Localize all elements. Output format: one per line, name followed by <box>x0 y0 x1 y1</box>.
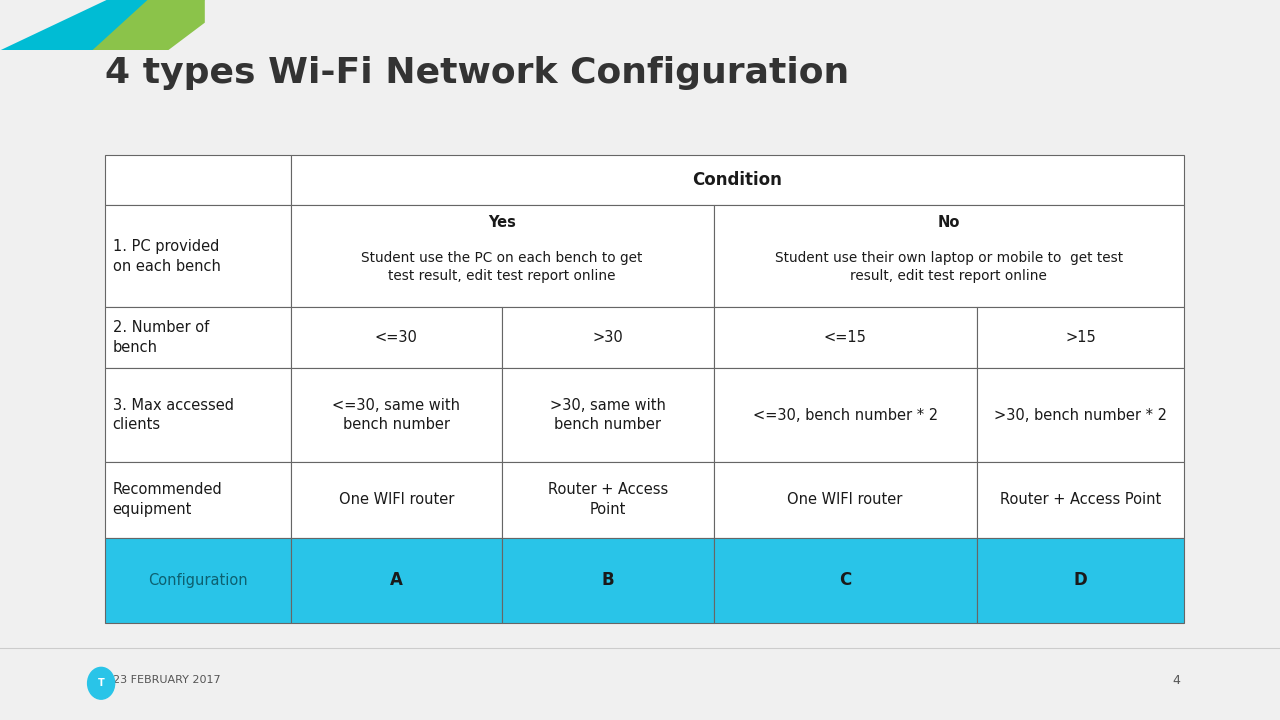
Bar <box>977 538 1184 623</box>
Text: Router + Access Point: Router + Access Point <box>1000 492 1161 507</box>
Text: Student use the PC on each bench to get
test result, edit test report online: Student use the PC on each bench to get … <box>361 251 643 284</box>
Text: >30, same with
bench number: >30, same with bench number <box>550 397 666 433</box>
Text: T: T <box>97 678 105 688</box>
Bar <box>105 205 291 307</box>
Bar <box>291 307 502 368</box>
Text: >15: >15 <box>1065 330 1096 346</box>
Bar <box>105 155 291 205</box>
Text: 4: 4 <box>1172 674 1180 687</box>
Text: A: A <box>390 571 403 589</box>
Bar <box>713 538 977 623</box>
Text: 23 FEBRUARY 2017: 23 FEBRUARY 2017 <box>113 675 220 685</box>
Bar <box>713 368 977 462</box>
Bar <box>105 538 291 623</box>
Text: Recommended
equipment: Recommended equipment <box>113 482 223 517</box>
Text: >30, bench number * 2: >30, bench number * 2 <box>993 408 1167 423</box>
Bar <box>105 307 291 368</box>
Bar <box>291 155 1184 205</box>
Text: One WIFI router: One WIFI router <box>787 492 902 507</box>
Bar <box>977 462 1184 538</box>
Bar <box>713 307 977 368</box>
Bar <box>291 538 502 623</box>
Bar <box>105 368 291 462</box>
Text: <=15: <=15 <box>824 330 867 346</box>
Text: 2. Number of
bench: 2. Number of bench <box>113 320 209 355</box>
Bar <box>502 462 713 538</box>
Text: 4 types Wi-Fi Network Configuration: 4 types Wi-Fi Network Configuration <box>105 56 849 90</box>
Text: <=30, same with
bench number: <=30, same with bench number <box>333 397 461 433</box>
Polygon shape <box>92 0 205 50</box>
Bar <box>291 368 502 462</box>
Text: D: D <box>1074 571 1087 589</box>
Bar <box>977 307 1184 368</box>
Text: B: B <box>602 571 614 589</box>
Bar <box>713 462 977 538</box>
Text: 1. PC provided
on each bench: 1. PC provided on each bench <box>113 239 220 274</box>
Text: No: No <box>937 215 960 230</box>
Bar <box>291 205 713 307</box>
Text: Configuration: Configuration <box>148 572 247 588</box>
Bar <box>502 368 713 462</box>
Bar <box>502 307 713 368</box>
Text: Router + Access
Point: Router + Access Point <box>548 482 668 517</box>
Text: Student use their own laptop or mobile to  get test
result, edit test report onl: Student use their own laptop or mobile t… <box>774 251 1123 284</box>
Text: >30: >30 <box>593 330 623 346</box>
Text: 3. Max accessed
clients: 3. Max accessed clients <box>113 397 234 433</box>
Bar <box>291 462 502 538</box>
Polygon shape <box>0 0 205 50</box>
Bar <box>977 368 1184 462</box>
Bar <box>105 462 291 538</box>
Circle shape <box>87 667 115 699</box>
Bar <box>713 205 1184 307</box>
Text: One WIFI router: One WIFI router <box>339 492 454 507</box>
Text: C: C <box>840 571 851 589</box>
Bar <box>502 538 713 623</box>
Text: Yes: Yes <box>488 215 516 230</box>
Text: <=30: <=30 <box>375 330 417 346</box>
Text: <=30, bench number * 2: <=30, bench number * 2 <box>753 408 938 423</box>
Text: Condition: Condition <box>692 171 782 189</box>
